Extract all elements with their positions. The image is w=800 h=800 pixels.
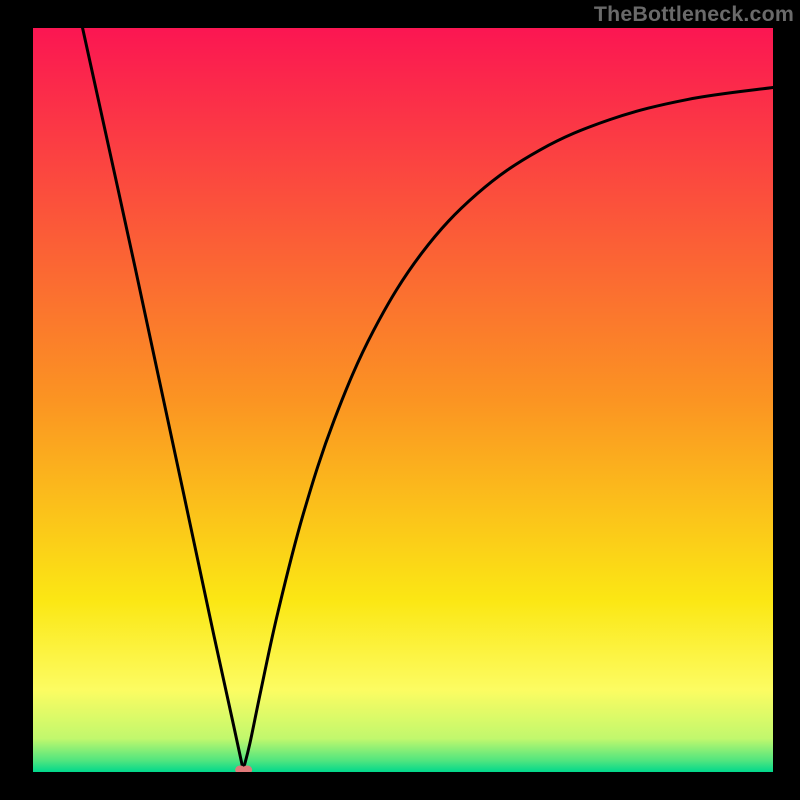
plot-area (33, 28, 773, 772)
curve-right-branch (243, 88, 773, 770)
chart-frame: TheBottleneck.com (0, 0, 800, 800)
watermark-label: TheBottleneck.com (594, 2, 794, 27)
curve-left-branch (83, 28, 244, 770)
bottleneck-curve (33, 28, 773, 772)
